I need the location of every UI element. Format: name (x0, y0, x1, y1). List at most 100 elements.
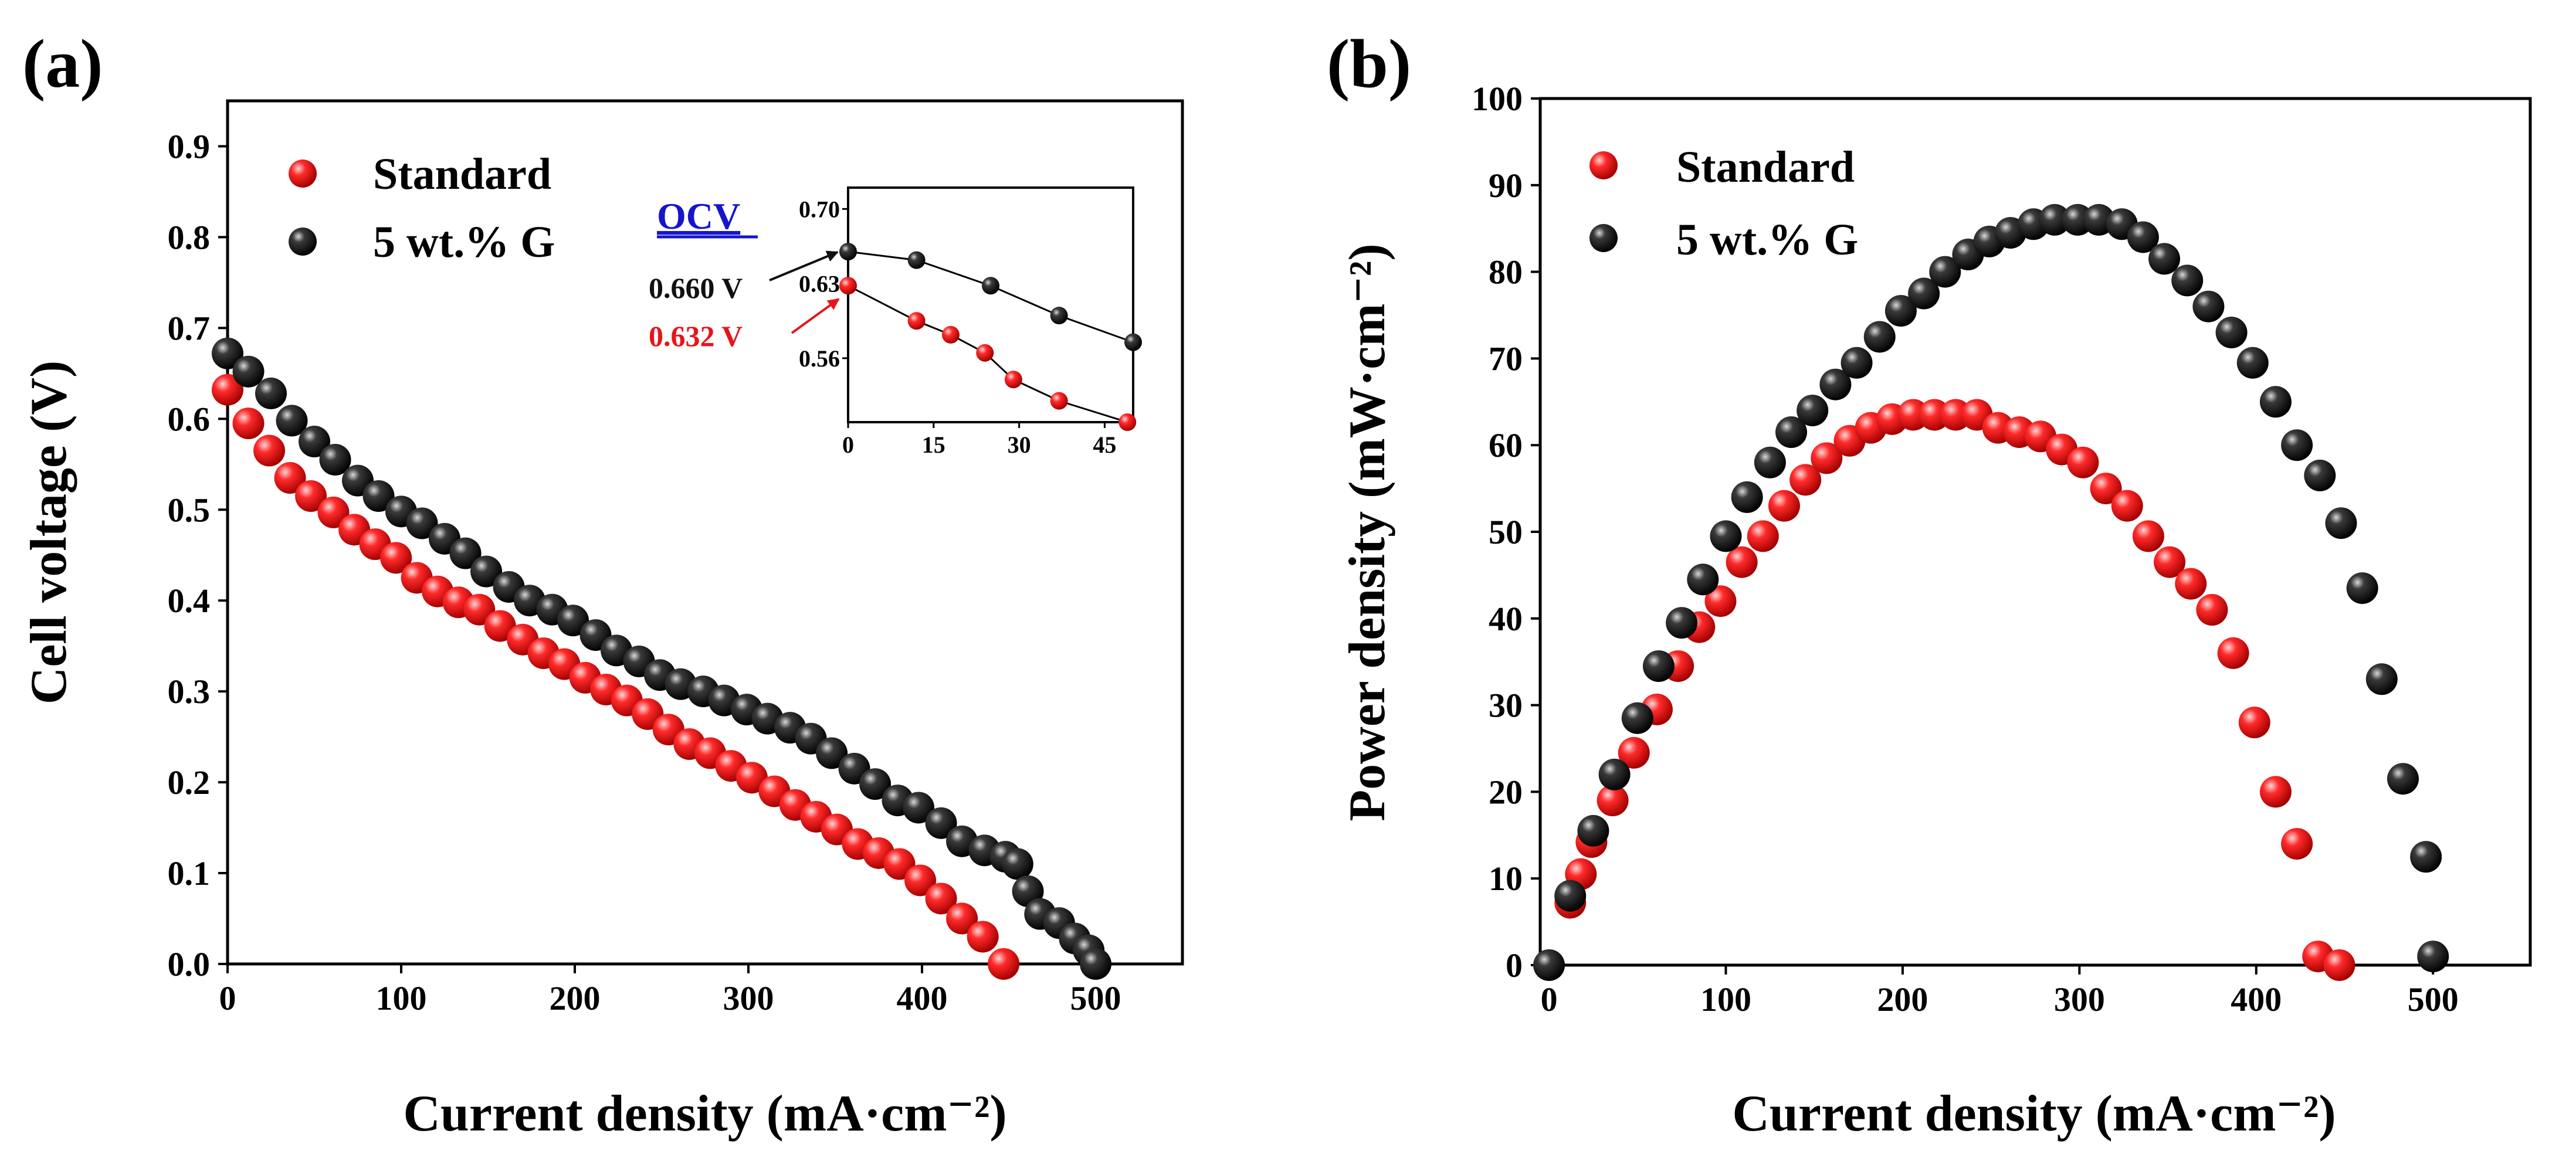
data-point-graphene (2215, 317, 2248, 349)
legend-label-graphene: 5 wt.% G (373, 218, 555, 267)
x-tick-label: 200 (550, 979, 601, 1017)
data-point-standard (1597, 785, 1629, 817)
data-point-standard (2217, 637, 2249, 669)
data-point-graphene (1687, 563, 1719, 596)
y-tick-label: 0.4 (168, 582, 211, 620)
data-point-standard (2175, 568, 2207, 600)
data-point-standard (2323, 949, 2355, 981)
data-point-standard (946, 902, 978, 935)
data-point-standard (212, 374, 243, 406)
data-point-graphene (1554, 880, 1587, 912)
panel-a-plot-frame (226, 99, 1184, 966)
ocv-arrow-graphene (769, 250, 839, 281)
data-point-graphene (1642, 650, 1675, 683)
ocv-arrow-standard (791, 298, 840, 334)
x-tick-label: 0 (219, 979, 236, 1017)
data-point-graphene (2148, 243, 2181, 275)
data-point-graphene (1080, 948, 1111, 980)
data-point-graphene (1819, 368, 1852, 400)
x-tick-label: 500 (1070, 979, 1121, 1017)
panel-a-y-ticks: 0.0 0.1 0.2 0.3 0.4 0.5 0.6 0.7 0.8 0.9 (168, 127, 228, 983)
inset-point-standard (1050, 392, 1068, 410)
y-tick-label: 100 (1472, 80, 1523, 118)
data-point-graphene (276, 405, 308, 437)
inset-point-standard (941, 325, 960, 344)
data-point-graphene (557, 605, 589, 637)
y-tick-label: 0.0 (168, 945, 211, 983)
data-point-graphene (1710, 520, 1742, 552)
data-point-standard (2281, 828, 2313, 860)
x-tick-label: 400 (897, 979, 948, 1017)
y-tick-label: 0.3 (168, 673, 211, 711)
data-point-graphene (1598, 758, 1631, 790)
data-point-standard (2154, 546, 2186, 578)
data-point-standard (2067, 446, 2099, 478)
data-point-graphene (470, 555, 503, 588)
panel-b-y-axis-title: Power density (mW·cm⁻²) (1339, 243, 1396, 821)
data-point-graphene (1533, 949, 1565, 981)
inset-x-tick-label: 15 (922, 432, 945, 458)
ocv-title: OCV (657, 195, 740, 237)
data-point-standard (317, 496, 350, 528)
y-tick-label: 30 (1489, 687, 1523, 725)
inset-point-standard (1118, 413, 1137, 431)
data-point-graphene (1929, 256, 1961, 288)
inset-point-standard (976, 344, 994, 362)
inset-y-tick-label: 0.70 (799, 196, 840, 222)
ocv-value-standard: 0.632 V (649, 320, 743, 352)
data-point-graphene (1577, 814, 1609, 847)
data-point-standard (253, 434, 286, 467)
data-point-graphene (2236, 347, 2269, 379)
panel-b-y-ticks: 0 10 20 30 40 50 60 70 80 90 100 (1472, 80, 1540, 984)
inset-x-tick-label: 30 (1008, 432, 1031, 458)
panel-a: (a) 0.0 0.1 0.2 0.3 0.4 0.5 0.6 0.7 0.8 0.9 0 100 2… (21, 25, 1184, 1142)
panel-a-letter: (a) (22, 25, 103, 102)
y-tick-label: 0.9 (168, 127, 211, 165)
legend-label-graphene: 5 wt.% G (1676, 215, 1858, 264)
data-point-graphene (1884, 295, 1917, 327)
y-tick-label: 40 (1489, 600, 1523, 638)
ocv-value-graphene: 0.660 V (649, 271, 743, 304)
data-point-graphene (925, 807, 957, 839)
inset-data-points (839, 243, 1142, 431)
data-point-graphene (299, 426, 330, 458)
inset-y-tick-label: 0.63 (799, 271, 840, 297)
inset-point-graphene (1050, 307, 1068, 325)
data-point-graphene (2259, 386, 2292, 418)
y-tick-label: 0.8 (168, 218, 211, 256)
inset-x-tick-label: 45 (1093, 432, 1116, 458)
legend-label-standard: Standard (1676, 142, 1855, 192)
data-point-graphene (362, 480, 395, 512)
x-tick-label: 200 (1877, 980, 1928, 1018)
data-point-graphene (2171, 264, 2204, 297)
data-point-graphene (2365, 663, 2398, 695)
y-tick-label: 0 (1506, 946, 1523, 984)
legend-marker-graphene (1589, 224, 1618, 252)
data-point-standard (1768, 490, 1800, 522)
panel-b-data-points (1533, 203, 2449, 981)
x-tick-label: 100 (1700, 980, 1751, 1018)
inset-x-ticks: 0 15 30 45 (842, 422, 1116, 458)
data-point-standard (1789, 464, 1822, 496)
legend-marker-graphene (289, 228, 317, 256)
x-tick-label: 100 (376, 979, 427, 1017)
inset-point-graphene (1124, 333, 1142, 351)
inset-point-graphene (907, 251, 926, 269)
x-tick-label: 400 (2231, 980, 2282, 1018)
y-tick-label: 0.7 (168, 309, 211, 347)
data-point-graphene (449, 537, 482, 569)
inset-point-graphene (839, 243, 857, 261)
data-point-graphene (319, 444, 351, 476)
legend-label-standard: Standard (373, 150, 551, 199)
data-point-standard (2196, 594, 2228, 626)
data-point-graphene (255, 377, 287, 409)
data-point-standard (1618, 736, 1650, 769)
y-tick-label: 90 (1489, 167, 1523, 205)
y-tick-label: 0.1 (168, 854, 211, 892)
data-point-standard (1704, 585, 1737, 617)
data-point-standard (274, 462, 306, 494)
panel-a-x-axis-title: Current density (mA·cm⁻²) (403, 1085, 1006, 1142)
inset-point-standard (839, 277, 857, 295)
y-tick-label: 50 (1489, 513, 1523, 551)
